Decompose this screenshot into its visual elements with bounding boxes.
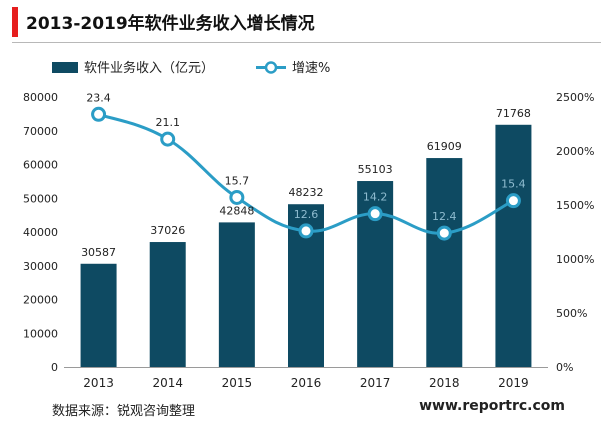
- website-label: www.reportrc.com: [419, 398, 565, 414]
- legend-swatch-revenue: [52, 62, 78, 73]
- left-axis-tick-label: 80000: [23, 91, 58, 104]
- growth-data-label: 12.6: [294, 208, 319, 221]
- left-axis-tick-label: 0: [51, 361, 58, 374]
- left-axis-tick-label: 70000: [23, 125, 58, 138]
- revenue-bar: [495, 124, 532, 368]
- legend-marker-growth: [264, 61, 278, 74]
- left-axis-tick-label: 60000: [23, 159, 58, 172]
- left-axis-tick-label: 40000: [23, 226, 58, 239]
- growth-marker: [160, 131, 176, 147]
- x-axis-tick-label: 2017: [360, 376, 391, 390]
- growth-data-label: 14.2: [363, 191, 388, 204]
- revenue-data-label: 30587: [81, 246, 116, 259]
- growth-marker: [436, 225, 452, 241]
- title-accent-bar: [12, 7, 18, 37]
- x-axis-tick-label: 2018: [429, 376, 460, 390]
- right-axis-tick-label: 1000%: [556, 253, 594, 266]
- growth-marker: [91, 106, 107, 122]
- right-axis-tick-label: 500%: [556, 307, 587, 320]
- left-axis-tick-label: 30000: [23, 260, 58, 273]
- revenue-bar: [426, 158, 463, 367]
- revenue-data-label: 48232: [289, 186, 324, 199]
- growth-marker: [505, 193, 521, 209]
- revenue-data-label: 71768: [496, 107, 531, 120]
- revenue-data-label: 42848: [219, 204, 254, 217]
- growth-marker: [229, 189, 245, 205]
- right-axis-tick-label: 0%: [556, 361, 573, 374]
- x-axis-tick-label: 2016: [291, 376, 322, 390]
- right-axis-tick-label: 2000%: [556, 145, 594, 158]
- data-source-note: 数据来源：锐观咨询整理: [52, 404, 196, 419]
- revenue-bar: [218, 222, 255, 367]
- x-axis-tick-label: 2014: [152, 376, 183, 390]
- revenue-data-label: 55103: [358, 163, 393, 176]
- chart-title: 2013-2019年软件业务收入增长情况: [26, 14, 315, 34]
- revenue-data-label: 61909: [427, 140, 462, 153]
- revenue-data-label: 37026: [150, 224, 185, 237]
- legend-label-revenue: 软件业务收入（亿元）: [84, 60, 214, 76]
- revenue-bar: [149, 242, 186, 367]
- growth-data-label: 12.4: [432, 210, 457, 223]
- left-axis-tick-label: 10000: [23, 327, 58, 340]
- left-axis-tick-label: 20000: [23, 294, 58, 307]
- growth-data-label: 21.1: [155, 116, 180, 129]
- left-axis-tick-label: 50000: [23, 192, 58, 205]
- growth-marker: [298, 223, 314, 239]
- growth-data-label: 23.4: [86, 91, 111, 104]
- right-axis-tick-label: 2500%: [556, 91, 594, 104]
- title-divider: [12, 42, 601, 43]
- growth-data-label: 15.4: [501, 178, 526, 191]
- legend-label-growth: 增速%: [292, 61, 330, 76]
- x-axis-tick-label: 2015: [222, 376, 253, 390]
- growth-marker: [367, 206, 383, 222]
- x-axis-tick-label: 2013: [83, 376, 114, 390]
- growth-data-label: 15.7: [225, 174, 250, 187]
- right-axis-tick-label: 1500%: [556, 199, 594, 212]
- revenue-bar: [80, 263, 117, 367]
- x-axis-tick-label: 2019: [498, 376, 529, 390]
